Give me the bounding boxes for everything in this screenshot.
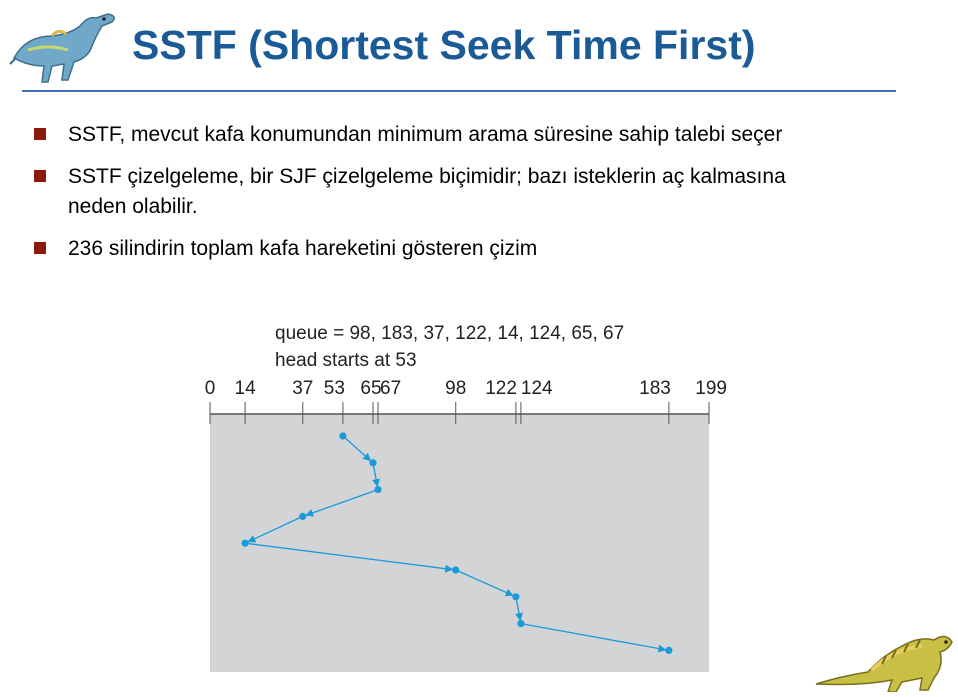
bullet-item: SSTF, mevcut kafa konumundan minimum ara… bbox=[34, 120, 904, 150]
head-position-point bbox=[374, 486, 382, 494]
head-position-point bbox=[299, 512, 307, 520]
axis-tick-label: 124 bbox=[521, 378, 553, 399]
axis-tick-label: 65 bbox=[360, 378, 381, 399]
seek-arrow bbox=[305, 488, 379, 517]
axis-tick-label: 0 bbox=[205, 378, 216, 399]
head-position-point bbox=[517, 620, 525, 628]
head-position-point bbox=[452, 566, 460, 574]
axis-tick-label: 199 bbox=[695, 378, 727, 399]
axis-tick-label: 183 bbox=[639, 378, 671, 399]
head-position-point bbox=[512, 593, 520, 601]
head-start-label: head starts at 53 bbox=[275, 350, 417, 371]
seek-arrow bbox=[520, 622, 667, 653]
bullet-text: 236 silindirin toplam kafa hareketini gö… bbox=[68, 237, 538, 260]
axis-tick-label: 37 bbox=[292, 378, 313, 399]
head-position-point bbox=[241, 539, 249, 547]
bullet-list: SSTF, mevcut kafa konumundan minimum ara… bbox=[34, 120, 904, 276]
seek-arrow bbox=[247, 515, 304, 543]
bullet-square-icon bbox=[34, 242, 46, 254]
slide-title: SSTF (Shortest Seek Time First) bbox=[132, 22, 756, 68]
seek-arrow bbox=[515, 596, 523, 622]
dinosaur-logo-bottom bbox=[812, 606, 958, 693]
seek-arrow bbox=[372, 462, 381, 488]
title-divider bbox=[22, 90, 896, 92]
dinosaur-logo-top bbox=[8, 6, 124, 90]
queue-label: queue = 98, 183, 37, 122, 14, 124, 65, 6… bbox=[275, 323, 624, 344]
bullet-item: SSTF çizelgeleme, bir SJF çizelgeleme bi… bbox=[34, 162, 904, 222]
axis-tick-label: 53 bbox=[324, 378, 345, 399]
axis-tick-label: 122 bbox=[485, 378, 517, 399]
bullet-item: 236 silindirin toplam kafa hareketini gö… bbox=[34, 234, 904, 264]
bullet-text: SSTF çizelgeleme, bir SJF çizelgeleme bi… bbox=[68, 165, 786, 218]
bullet-text: SSTF, mevcut kafa konumundan minimum ara… bbox=[68, 123, 783, 146]
head-position-point bbox=[369, 459, 377, 467]
axis-tick-label: 14 bbox=[235, 378, 257, 399]
head-position-point bbox=[339, 432, 347, 440]
axis-tick-label: 67 bbox=[380, 378, 401, 399]
head-position-point bbox=[665, 646, 673, 654]
plot-area bbox=[210, 414, 709, 672]
sstf-diagram: queue = 98, 183, 37, 122, 14, 124, 65, 6… bbox=[190, 314, 750, 676]
seek-arrow bbox=[455, 569, 514, 597]
bullet-square-icon bbox=[34, 170, 46, 182]
seek-arrow bbox=[342, 435, 372, 462]
bullet-square-icon bbox=[34, 128, 46, 140]
seek-arrow bbox=[245, 542, 454, 573]
axis-tick-label: 98 bbox=[445, 378, 466, 399]
sstf-chart: queue = 98, 183, 37, 122, 14, 124, 65, 6… bbox=[205, 323, 727, 672]
